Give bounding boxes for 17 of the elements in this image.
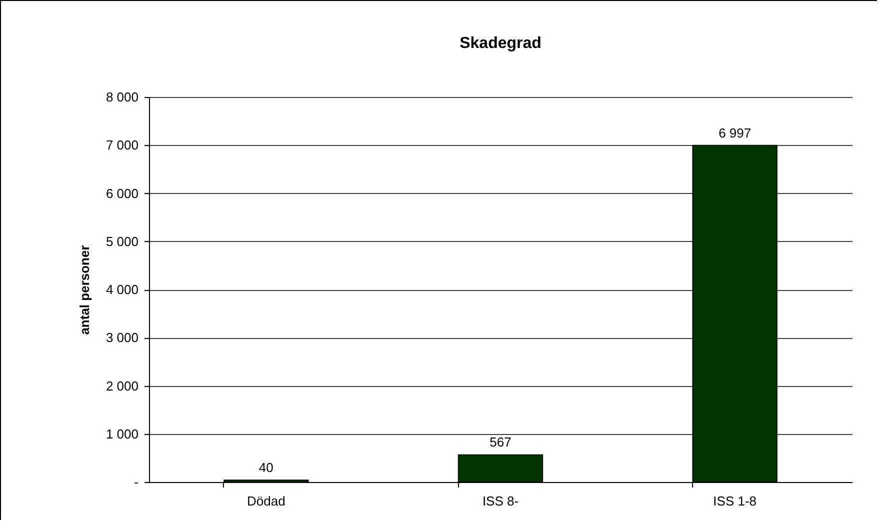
chart-title: Skadegrad [460, 35, 542, 52]
x-tick-label: Dödad [247, 494, 286, 508]
data-label: 567 [490, 434, 512, 450]
y-tick-label: 6 000 [106, 186, 138, 201]
y-tick-label: 7 000 [106, 138, 138, 153]
y-tick-label: 3 000 [106, 330, 138, 346]
y-tick-label: 5 000 [106, 234, 138, 249]
y-tick-label: 1 000 [106, 426, 138, 442]
x-tick-label: ISS 8- [482, 494, 519, 508]
data-label: 6 997 [718, 125, 752, 140]
y-tick-label: - [134, 474, 138, 490]
x-tick-label: ISS 1-8 [713, 494, 757, 508]
y-tick-label: 4 000 [106, 282, 138, 297]
y-tick-label: 2 000 [106, 378, 138, 394]
y-tick-label: 8 000 [106, 90, 138, 104]
data-label: 40 [258, 460, 274, 476]
y-axis-title: antal personer [76, 245, 92, 335]
